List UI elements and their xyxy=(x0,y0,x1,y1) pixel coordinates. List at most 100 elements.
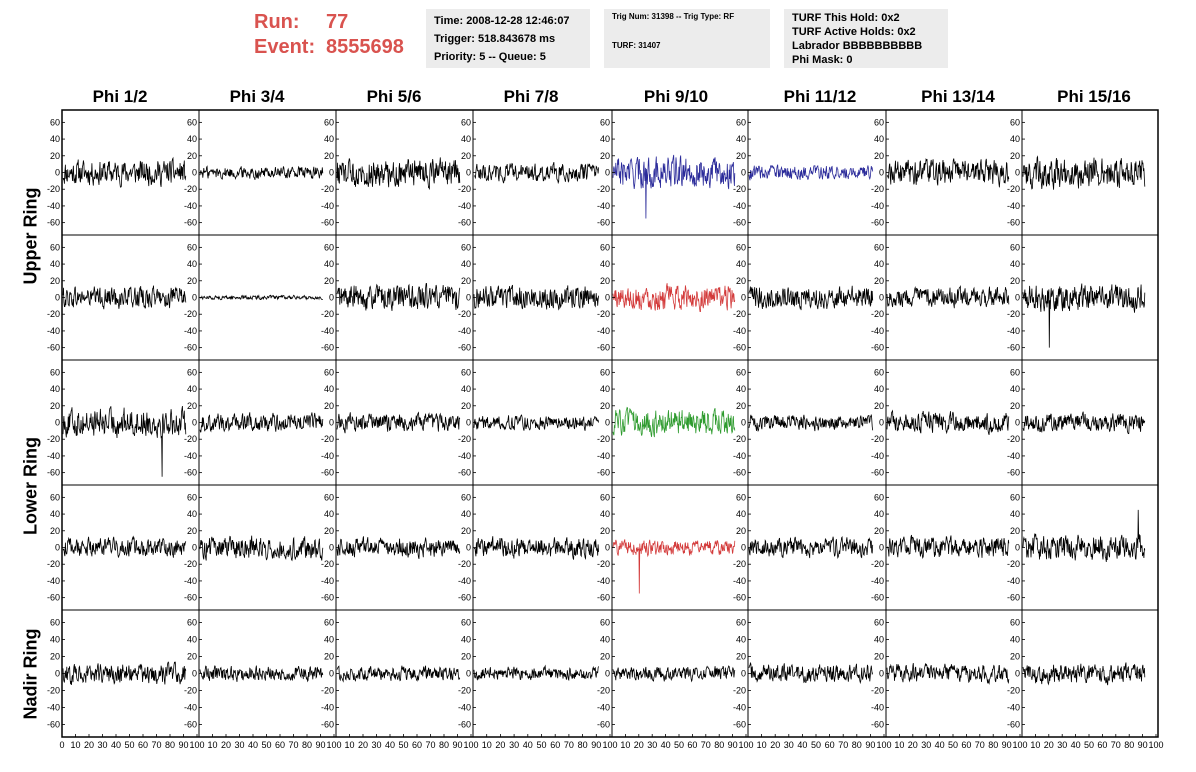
waveform-trace-r0-c4 xyxy=(612,154,736,219)
y-tick-label: 20 xyxy=(600,151,610,161)
y-tick-label: 0 xyxy=(192,543,197,553)
y-tick-label: -60 xyxy=(733,720,746,730)
x-tick-label: 60 xyxy=(275,740,285,750)
y-tick-label: -20 xyxy=(1007,434,1020,444)
y-tick-label: -20 xyxy=(184,434,197,444)
x-tick-label: 80 xyxy=(578,740,588,750)
y-tick-label: 40 xyxy=(461,635,471,645)
y-tick-label: 40 xyxy=(187,134,197,144)
waveform-trace-r3-c3 xyxy=(473,536,599,560)
column-title-phi-9-10: Phi 9/10 xyxy=(643,87,709,106)
turf-active-holds-text: TURF Active Holds: 0x2 xyxy=(792,26,916,38)
y-tick-label: -40 xyxy=(321,576,334,586)
y-tick-label: -40 xyxy=(597,201,610,211)
y-tick-label: 60 xyxy=(187,242,197,252)
y-tick-label: 0 xyxy=(55,543,60,553)
y-tick-label: 60 xyxy=(1010,367,1020,377)
x-tick-label: 20 xyxy=(1044,740,1054,750)
y-tick-label: 0 xyxy=(55,669,60,679)
y-tick-label: 20 xyxy=(324,652,334,662)
waveform-trace-r4-c6 xyxy=(886,663,1010,685)
y-tick-label: 0 xyxy=(741,293,746,303)
y-tick-label: -20 xyxy=(597,309,610,319)
time-trigger-box: Time: 2008-12-28 12:46:07 Trigger: 518.8… xyxy=(426,9,590,68)
y-tick-label: 40 xyxy=(324,259,334,269)
y-tick-label: 20 xyxy=(736,276,746,286)
y-tick-label: 60 xyxy=(736,117,746,127)
y-tick-label: -40 xyxy=(1007,201,1020,211)
waveform-traces xyxy=(62,154,1146,686)
y-tick-label: -60 xyxy=(597,343,610,353)
y-tick-label: 0 xyxy=(329,418,334,428)
turf-this-hold-text: TURF This Hold: 0x2 xyxy=(792,12,900,24)
y-tick-label: 20 xyxy=(461,276,471,286)
y-tick-label: 20 xyxy=(1010,276,1020,286)
y-tick-label: 60 xyxy=(600,117,610,127)
y-tick-label: 40 xyxy=(324,134,334,144)
y-tick-label: 40 xyxy=(1010,259,1020,269)
axis-tick-labels: -60 -40 -20 0 20 40 60 -60 -40 -20 0 20 40 60 -60 -40 -2… xyxy=(47,117,1164,750)
y-tick-label: 40 xyxy=(187,635,197,645)
y-tick-label: -60 xyxy=(1007,468,1020,478)
waveform-trace-r2-c6 xyxy=(886,409,1010,436)
waveform-trace-r0-c6 xyxy=(886,157,1010,188)
x-tick-label: 20 xyxy=(84,740,94,750)
y-tick-label: 40 xyxy=(50,635,60,645)
x-tick-label: 30 xyxy=(647,740,657,750)
x-tick-label: 70 xyxy=(701,740,711,750)
y-tick-label: 60 xyxy=(50,367,60,377)
run-value: 77 xyxy=(326,11,349,33)
event-label: Event: xyxy=(254,36,316,58)
waveform-trace-r1-c1 xyxy=(199,294,324,301)
y-tick-label: 20 xyxy=(324,151,334,161)
y-tick-label: 60 xyxy=(874,242,884,252)
x-tick-label: 60 xyxy=(412,740,422,750)
y-tick-label: 40 xyxy=(874,509,884,519)
y-tick-label: 0 xyxy=(55,168,60,178)
y-tick-label: 0 xyxy=(1015,418,1020,428)
waveform-trace-r3-c2 xyxy=(336,536,461,560)
waveform-trace-r0-c2 xyxy=(336,157,461,190)
y-tick-label: 20 xyxy=(1010,401,1020,411)
x-tick-label: 80 xyxy=(1124,740,1134,750)
waveform-trace-r1-c5 xyxy=(748,285,874,311)
y-tick-label: 40 xyxy=(461,134,471,144)
waveform-trace-r1-c3 xyxy=(473,284,599,311)
y-tick-label: -60 xyxy=(321,218,334,228)
x-tick-label: 60 xyxy=(550,740,560,750)
y-tick-label: -20 xyxy=(733,309,746,319)
waveform-trace-r3-c4 xyxy=(612,539,736,594)
y-tick-label: 0 xyxy=(1015,293,1020,303)
y-tick-label: 60 xyxy=(50,242,60,252)
y-tick-label: 20 xyxy=(187,276,197,286)
waveform-trace-r1-c2 xyxy=(336,283,461,311)
y-tick-label: -40 xyxy=(1007,326,1020,336)
y-tick-label: 40 xyxy=(1010,384,1020,394)
y-tick-label: 40 xyxy=(736,259,746,269)
y-tick-label: -40 xyxy=(458,451,471,461)
waveform-trace-r0-c7 xyxy=(1022,155,1146,190)
waveform-trace-r0-c0 xyxy=(62,156,187,188)
y-tick-label: -40 xyxy=(871,576,884,586)
y-tick-label: 20 xyxy=(50,276,60,286)
y-tick-label: -60 xyxy=(1007,720,1020,730)
y-tick-label: 20 xyxy=(600,652,610,662)
y-tick-label: 0 xyxy=(1015,543,1020,553)
trigger-text: Trigger: 518.843678 ms xyxy=(434,33,556,45)
y-tick-label: -40 xyxy=(871,703,884,713)
y-tick-label: 40 xyxy=(50,259,60,269)
waveform-trace-r2-c7 xyxy=(1022,411,1146,435)
x-tick-label: 90 xyxy=(1002,740,1012,750)
y-tick-label: -60 xyxy=(597,218,610,228)
y-tick-label: -20 xyxy=(1007,686,1020,696)
y-tick-label: 40 xyxy=(736,134,746,144)
y-tick-label: -20 xyxy=(733,559,746,569)
y-tick-label: -60 xyxy=(321,468,334,478)
y-tick-label: 0 xyxy=(741,669,746,679)
y-tick-label: 20 xyxy=(736,401,746,411)
y-tick-label: 40 xyxy=(600,635,610,645)
waveform-trace-r4-c1 xyxy=(199,665,324,683)
y-tick-label: -20 xyxy=(1007,559,1020,569)
column-title-phi-15-16: Phi 15/16 xyxy=(1057,87,1131,106)
y-tick-label: 0 xyxy=(55,293,60,303)
